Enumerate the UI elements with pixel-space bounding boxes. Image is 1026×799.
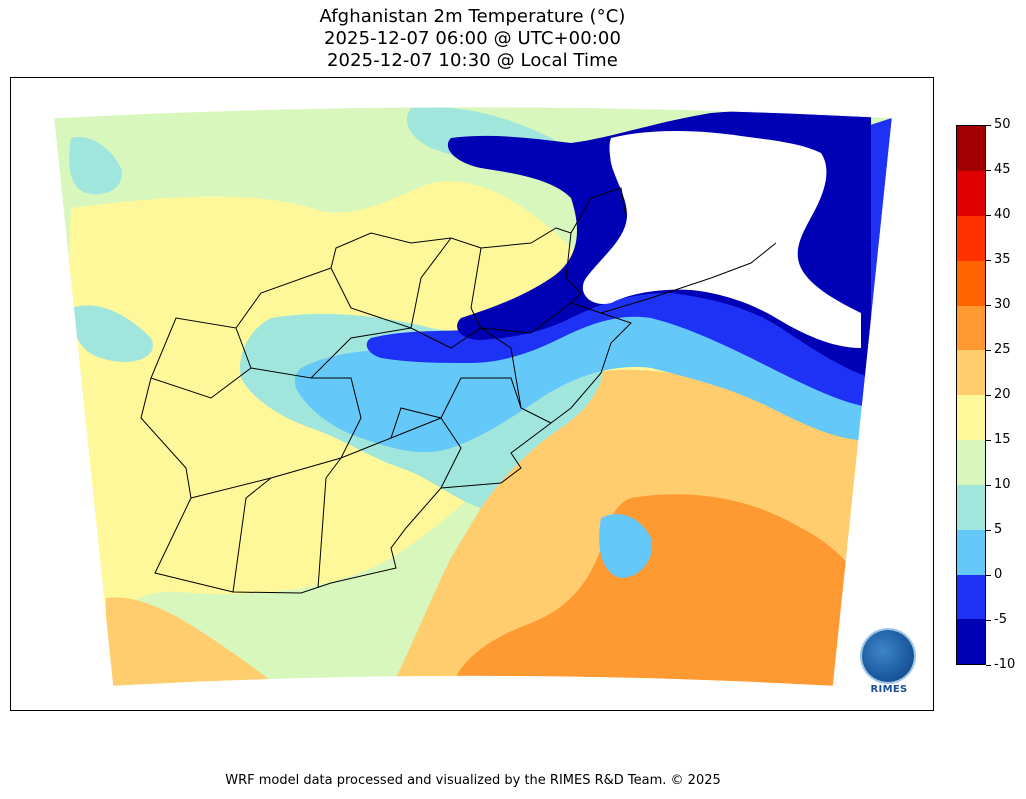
- temperature-field: [54, 107, 892, 686]
- colorbar-segment: [957, 529, 985, 575]
- province-line-2: [232, 477, 272, 593]
- colorbar-segment: [957, 619, 985, 665]
- colorbar-segment: [957, 215, 985, 261]
- eastern-boundary: [600, 242, 777, 314]
- colorbar-tick: [986, 485, 991, 486]
- northern-boundary: [570, 187, 627, 234]
- colorbar-tick-label: -5: [994, 612, 1007, 627]
- colorbar-segment: [957, 395, 985, 440]
- province-line-3: [317, 457, 342, 589]
- title-line-1: Afghanistan 2m Temperature (°C): [319, 6, 626, 27]
- colorbar-tick: [986, 395, 991, 396]
- field-25-30: [451, 494, 871, 686]
- colorbar: [956, 125, 986, 665]
- colorbar-tick: [986, 440, 991, 441]
- colorbar-tick: [986, 215, 991, 216]
- colorbar-tick-label: 40: [994, 207, 1011, 222]
- colorbar-tick-label: 25: [994, 342, 1011, 357]
- colorbar-segment: [957, 350, 985, 396]
- title-line-3: 2025-12-07 10:30 @ Local Time: [327, 50, 618, 71]
- colorbar-tick-label: 45: [994, 162, 1011, 177]
- domain-outline: [53, 106, 893, 687]
- footer-credit: WRF model data processed and visualized …: [225, 773, 721, 788]
- colorbar-segment: [957, 305, 985, 351]
- title-line-2: 2025-12-07 06:00 @ UTC+00:00: [323, 28, 622, 49]
- colorbar-tick: [986, 260, 991, 261]
- province-boundaries: [140, 187, 777, 594]
- province-line-7: [470, 247, 552, 424]
- field-below-minus10: [582, 131, 861, 348]
- colorbar-segment: [957, 484, 985, 530]
- province-line-10: [440, 417, 462, 489]
- colorbar-tick-label: 35: [994, 252, 1011, 267]
- colorbar-tick: [986, 530, 991, 531]
- colorbar-tick-label: 50: [994, 117, 1011, 132]
- map-frame: [10, 77, 934, 711]
- colorbar-tick-label: 5: [994, 522, 1003, 537]
- province-line-9: [311, 377, 362, 459]
- province-line-5: [150, 367, 252, 399]
- colorbar-segment: [957, 260, 985, 306]
- colorbar-tick-label: 30: [994, 297, 1011, 312]
- colorbar-tick-label: 10: [994, 477, 1011, 492]
- rimes-logo: RIMES: [856, 630, 922, 700]
- colorbar-tick-label: -10: [994, 657, 1016, 672]
- colorbar-tick: [986, 620, 991, 621]
- map-title: Afghanistan 2m Temperature (°C) 2025-12-…: [10, 6, 935, 72]
- colorbar-tick: [986, 350, 991, 351]
- colorbar-tick-label: 15: [994, 432, 1011, 447]
- colorbar-tick: [986, 170, 991, 171]
- colorbar-tick: [986, 575, 991, 576]
- colorbar-tick-label: 20: [994, 387, 1011, 402]
- colorbar-tick: [986, 125, 991, 126]
- colorbar-tick: [986, 305, 991, 306]
- colorbar-tick: [986, 665, 991, 666]
- rimes-logo-text: RIMES: [870, 684, 908, 695]
- province-line-8: [390, 377, 522, 439]
- colorbar-tick-label: 0: [994, 567, 1003, 582]
- afghanistan-outline: [140, 227, 632, 594]
- rimes-logo-emblem: [862, 630, 914, 682]
- colorbar-segment: [957, 170, 985, 216]
- temperature-map: [53, 106, 893, 687]
- province-line-6: [330, 237, 452, 329]
- colorbar-segment: [957, 126, 985, 171]
- colorbar-segment: [957, 439, 985, 485]
- colorbar-segment: [957, 574, 985, 620]
